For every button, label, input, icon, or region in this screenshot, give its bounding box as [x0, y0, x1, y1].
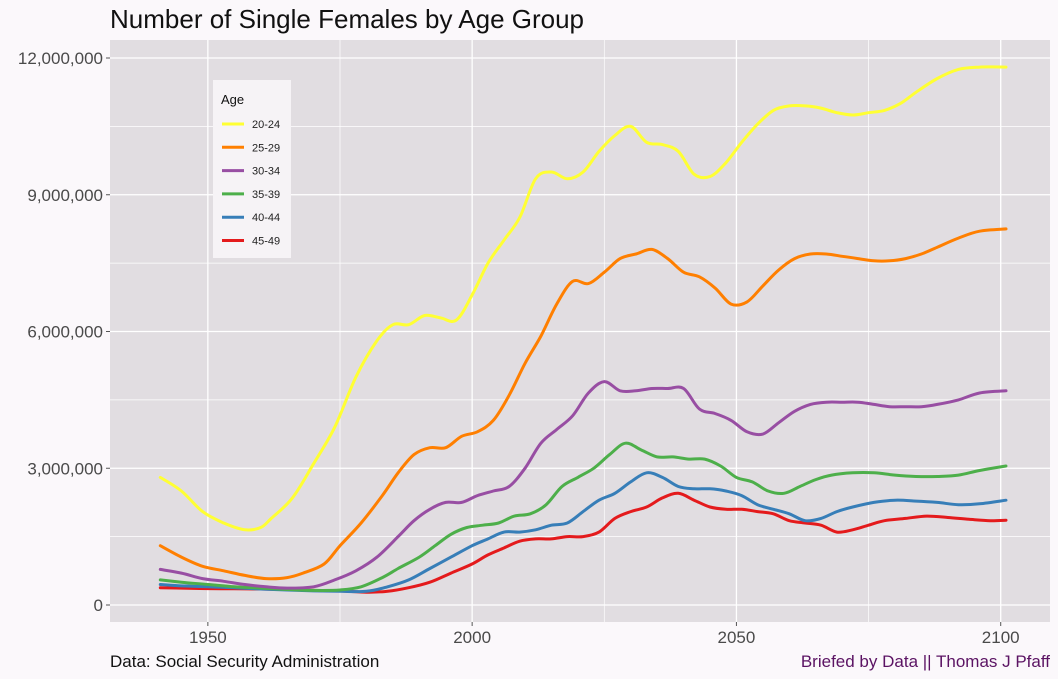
y-tick-label: 3,000,000	[27, 459, 103, 478]
x-axis: 1950 2000 2050 2100	[189, 622, 1020, 647]
series-line-25-29	[158, 227, 1008, 581]
legend-label-40-44: 40-44	[252, 212, 280, 224]
legend-title: Age	[221, 92, 244, 107]
y-tick-label: 12,000,000	[18, 49, 103, 68]
x-tick-label: 2000	[453, 628, 491, 647]
legend-label-35-39: 35-39	[252, 189, 280, 201]
y-tick-label: 6,000,000	[27, 323, 103, 342]
series-line-30-34	[158, 380, 1008, 590]
x-tick-label: 2100	[982, 628, 1020, 647]
series-line-20-24	[158, 65, 1008, 532]
series-line-40-44	[158, 471, 1008, 594]
y-axis: 0 3,000,000 6,000,000 9,000,000 12,000,000	[18, 49, 110, 615]
major-grid	[110, 40, 1050, 622]
series-line-35-39	[158, 441, 1008, 592]
y-tick-label: 9,000,000	[27, 186, 103, 205]
legend-box	[213, 80, 291, 258]
x-tick-label: 2050	[718, 628, 756, 647]
legend-label-30-34: 30-34	[252, 166, 280, 178]
legend-label-25-29: 25-29	[252, 142, 280, 154]
legend-items: 20-24 25-29 30-34 35-39 40-44 45-49	[222, 119, 280, 248]
x-tick-label: 1950	[189, 628, 227, 647]
source-caption: Data: Social Security Administration	[110, 652, 380, 671]
legend-label-45-49: 45-49	[252, 236, 280, 248]
chart-title: Number of Single Females by Age Group	[110, 4, 585, 34]
legend-label-20-24: 20-24	[252, 119, 280, 131]
legend: Age 20-24 25-29 30-34 35-39 40-44 45-49	[213, 80, 291, 258]
y-tick-label: 0	[94, 596, 103, 615]
series-lines	[158, 65, 1008, 594]
credit-caption: Briefed by Data || Thomas J Pfaff	[800, 652, 1050, 671]
